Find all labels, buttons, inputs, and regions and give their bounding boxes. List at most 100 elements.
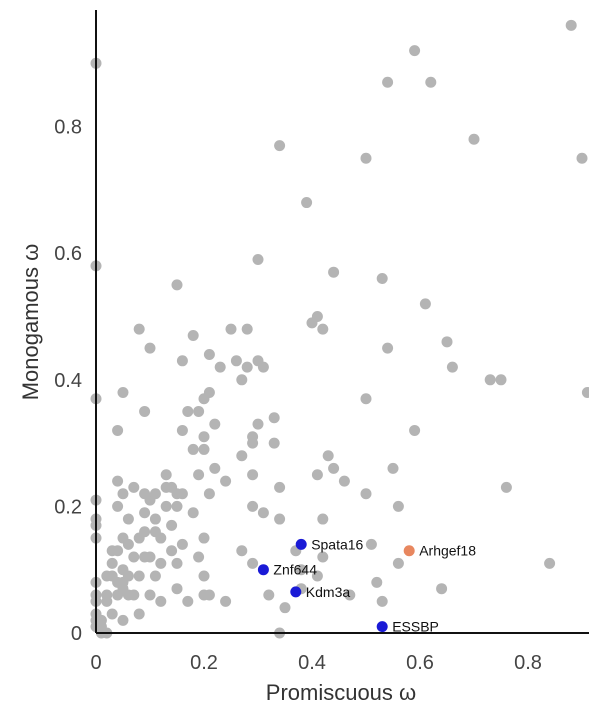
data-point: [409, 45, 421, 57]
data-point: [322, 450, 334, 462]
data-point: [360, 152, 372, 164]
data-point: [290, 586, 302, 598]
data-point: [176, 355, 188, 367]
x-tick-label: 0.6: [406, 652, 434, 674]
data-point: [144, 589, 156, 601]
data-point: [182, 595, 194, 607]
data-point: [198, 570, 210, 582]
data-point: [112, 424, 124, 436]
data-point: [133, 323, 145, 335]
data-point: [144, 342, 156, 354]
data-point: [301, 197, 313, 209]
point-label: ESSBP: [392, 619, 439, 635]
data-point: [149, 488, 161, 500]
data-point: [176, 538, 188, 550]
data-point: [187, 507, 199, 519]
data-point: [160, 469, 172, 481]
data-point: [128, 481, 140, 493]
data-point: [274, 513, 286, 525]
data-point: [441, 336, 453, 348]
data-point: [128, 551, 140, 563]
data-point: [171, 557, 183, 569]
x-tick-label: 0.2: [190, 652, 218, 674]
data-point: [236, 450, 248, 462]
data-point: [484, 374, 496, 386]
data-point: [382, 342, 394, 354]
data-point: [133, 608, 145, 620]
data-point: [317, 323, 329, 335]
data-point: [581, 386, 589, 398]
data-point: [117, 386, 129, 398]
data-point: [166, 519, 178, 531]
data-point: [247, 557, 259, 569]
data-point: [495, 374, 507, 386]
point-labels: Spata16 Znf644 Kdm3a ESSBP Arhgef18: [273, 536, 476, 634]
y-tick-labels: 0 0.2 0.4 0.6 0.8: [54, 117, 82, 645]
data-point: [376, 273, 388, 285]
data-point: [436, 583, 448, 595]
data-point: [376, 595, 388, 607]
data-point: [317, 513, 329, 525]
point-label: Kdm3a: [306, 584, 351, 600]
data-point: [117, 488, 129, 500]
data-point: [209, 462, 221, 474]
data-point: [268, 412, 280, 424]
data-point: [106, 557, 118, 569]
y-tick-label: 0.4: [54, 370, 82, 392]
data-point: [203, 348, 215, 360]
data-point: [403, 545, 415, 557]
data-point: [268, 437, 280, 449]
y-tick-label: 0: [71, 623, 82, 645]
data-point: [392, 557, 404, 569]
data-point: [236, 374, 248, 386]
data-point: [139, 507, 151, 519]
data-point: [565, 19, 577, 31]
data-point: [419, 298, 431, 310]
data-point: [171, 500, 183, 512]
data-point: [382, 76, 394, 88]
x-tick-label: 0: [90, 652, 101, 674]
data-point: [198, 532, 210, 544]
data-point: [176, 488, 188, 500]
data-point: [193, 469, 205, 481]
data-point: [112, 545, 124, 557]
data-point: [203, 386, 215, 398]
data-point: [252, 418, 264, 430]
data-point: [360, 393, 372, 405]
data-point: [247, 437, 259, 449]
data-point: [387, 462, 399, 474]
data-point: [576, 152, 588, 164]
data-point: [247, 500, 259, 512]
data-point: [160, 500, 172, 512]
data-point: [446, 361, 458, 373]
data-point: [295, 564, 307, 576]
data-point: [128, 589, 140, 601]
data-point: [263, 589, 275, 601]
data-point: [187, 329, 199, 341]
data-point: [328, 462, 340, 474]
data-point: [198, 431, 210, 443]
y-tick-label: 0.8: [54, 117, 82, 139]
data-point: [252, 254, 264, 266]
data-point: [203, 488, 215, 500]
x-tick-label: 0.4: [298, 652, 326, 674]
data-point: [225, 323, 237, 335]
data-point: [247, 469, 259, 481]
data-point: [360, 488, 372, 500]
data-point: [155, 532, 167, 544]
data-point: [122, 513, 134, 525]
data-point: [133, 570, 145, 582]
data-point: [241, 361, 253, 373]
data-point: [220, 595, 232, 607]
data-point: [193, 551, 205, 563]
data-point: [338, 475, 350, 487]
data-point: [257, 361, 269, 373]
data-point: [274, 140, 286, 152]
data-point: [274, 481, 286, 493]
x-tick-label: 0.8: [514, 652, 542, 674]
data-point: [344, 589, 356, 601]
data-point: [171, 279, 183, 291]
data-point: [122, 570, 134, 582]
